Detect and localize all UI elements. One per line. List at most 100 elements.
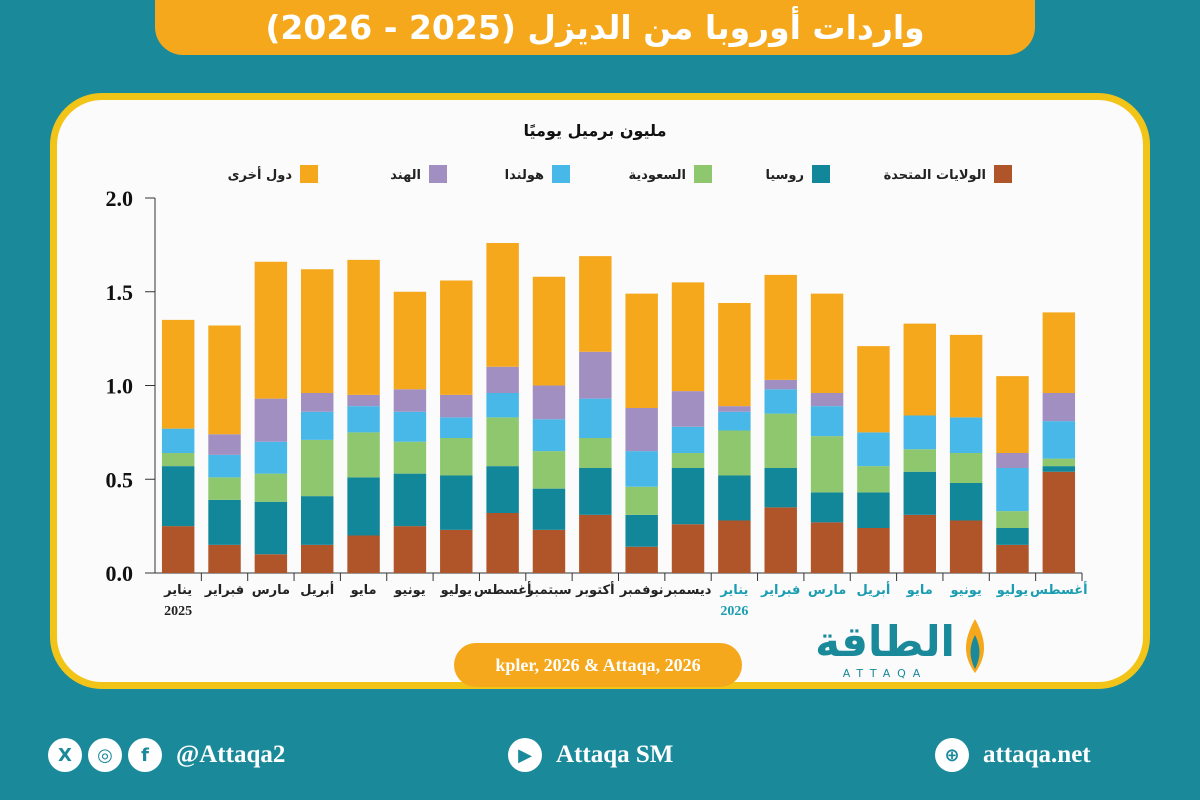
bar-segment (532, 385, 566, 420)
bar-segment (440, 280, 473, 395)
bar-segment (810, 406, 844, 437)
bar-segment (347, 432, 380, 478)
bar-segment (440, 529, 473, 573)
x-tick-label: أبريل (300, 581, 334, 598)
youtube-link[interactable]: ▶ Attaqa SM (508, 720, 673, 790)
instagram-icon[interactable]: ◎ (88, 738, 122, 772)
bar-segment (671, 282, 705, 392)
bar-segment (1042, 393, 1076, 422)
bar-segment (625, 451, 658, 487)
bar-segment (810, 522, 844, 573)
x-tick-label: ديسمبر (664, 583, 712, 598)
bar-segment (579, 398, 612, 438)
bar-segment (625, 514, 658, 547)
bar-segment (857, 466, 890, 493)
bar-segment (996, 453, 1029, 468)
bar-segment (254, 261, 288, 399)
bar-segment (764, 507, 797, 573)
bar-segment (393, 291, 427, 390)
bar-segment (393, 389, 427, 412)
x-tick-label: سبتمبر (525, 583, 572, 598)
y-tick-label: 0.5 (106, 467, 134, 492)
facebook-icon[interactable]: f (128, 738, 162, 772)
bar-segment (625, 486, 658, 515)
bar-segment (486, 243, 519, 367)
x-tick-label: يوليو (440, 583, 472, 598)
bar-segment (718, 411, 751, 431)
bar-segment (440, 438, 473, 476)
bar-segment (671, 426, 705, 453)
flame-icon (965, 619, 985, 673)
bar-segment (301, 544, 334, 573)
bar-segment (718, 430, 751, 476)
bar-segment (254, 501, 288, 555)
legend-label: هولندا (505, 168, 544, 183)
bar-segment (161, 319, 195, 429)
bar-segment (161, 466, 195, 527)
bar-segment (996, 468, 1029, 512)
bar-segment (347, 406, 380, 433)
x-icon[interactable]: X (48, 738, 82, 772)
bar-segment (764, 413, 797, 468)
bar-segment (301, 269, 334, 393)
bar-segment (486, 366, 519, 393)
bar-segment (949, 334, 983, 418)
bar-segment (903, 415, 936, 450)
bar-segment (625, 546, 658, 573)
legend-label: الهند (390, 168, 421, 183)
bar-segment (161, 526, 195, 573)
y-tick-label: 1.5 (106, 280, 134, 305)
bar-segment (208, 477, 241, 500)
bar-segment (903, 323, 936, 416)
bar-segment (486, 417, 519, 467)
bar-segment (393, 441, 427, 474)
x-tick-label: مايو (350, 583, 377, 598)
bar-segment (857, 528, 890, 573)
bar-segment (532, 419, 566, 452)
bar-segment (671, 391, 705, 427)
x-tick-label: أبريل (856, 581, 890, 598)
bar-segment (579, 514, 612, 573)
x-tick-label: نوفمبر (619, 583, 664, 598)
x-tick-label: مارس (808, 583, 846, 598)
bar-segment (857, 432, 890, 467)
bar-segment (949, 520, 983, 573)
bar-segment (625, 408, 658, 452)
source-label: kpler, 2026 & Attaqa, 2026 (454, 643, 742, 687)
bar-segment (393, 473, 427, 527)
social-links: X ◎ f @Attaqa2 (48, 720, 285, 790)
y-tick-label: 1.0 (106, 374, 134, 399)
y-tick-label: 0.0 (106, 561, 134, 586)
y-tick-label: 2.0 (106, 186, 134, 211)
bar-segment (857, 492, 890, 528)
bar-segment (903, 514, 936, 573)
website-link[interactable]: ⊕ attaqa.net (935, 720, 1091, 790)
legend-label: الولايات المتحدة (884, 168, 986, 183)
x-tick-label: أغسطس (474, 581, 532, 598)
page-title: واردات أوروبا من الديزل (2025 - 2026) (265, 8, 925, 47)
year-label: 2025 (164, 604, 192, 619)
bar-segment (486, 393, 519, 418)
legend-swatch (694, 165, 712, 183)
bar-segment (579, 256, 612, 352)
bar-segment (718, 475, 751, 521)
bar-segment (301, 411, 334, 440)
social-handle[interactable]: @Attaqa2 (176, 741, 286, 768)
x-tick-label: يناير (719, 583, 748, 598)
x-tick-label: يناير (163, 583, 192, 598)
x-tick-label: أغسطس (1030, 581, 1088, 598)
title-banner: واردات أوروبا من الديزل (2025 - 2026) (155, 0, 1035, 55)
bar-segment (301, 393, 334, 412)
brand-logo: الطاقة ATTAQA (810, 617, 990, 687)
bar-segment (810, 492, 844, 523)
bar-segment (579, 438, 612, 468)
bar-segment (671, 468, 705, 525)
bar-segment (254, 441, 288, 474)
brand-name: الطاقة (815, 617, 955, 666)
footer: X ◎ f @Attaqa2 ▶ Attaqa SM ⊕ attaqa.net (0, 720, 1200, 790)
bar-segment (440, 417, 473, 438)
legend-swatch (812, 165, 830, 183)
bar-segment (810, 393, 844, 407)
bar-segment (532, 451, 566, 489)
bar-segment (996, 376, 1029, 453)
